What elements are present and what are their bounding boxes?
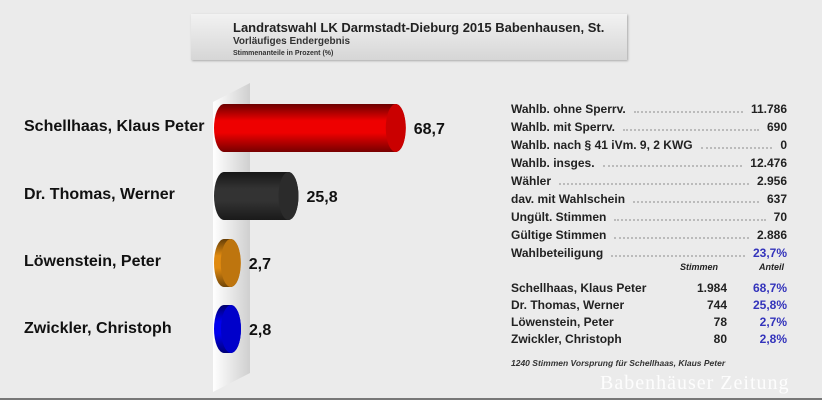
category-label: Schellhaas, Klaus Peter (24, 118, 205, 135)
stat-value: 70 (773, 210, 787, 224)
leader-dots (623, 120, 759, 131)
bar-end-cap (385, 104, 406, 152)
candidate-name: Schellhaas, Klaus Peter (511, 281, 647, 295)
candidate-share: 25,8% (752, 298, 787, 312)
leader-dots (614, 228, 749, 239)
share-header: Anteil (759, 262, 785, 272)
watermark-logo: Babenhäuser Zeitung (600, 372, 790, 394)
stat-row: Wähler 2.956 (511, 174, 787, 191)
candidate-votes: 80 (713, 332, 727, 346)
result-row: Dr. Thomas, Werner 744 25,8% (511, 298, 787, 315)
chart-title: Landratswahl LK Darmstadt-Dieburg 2015 B… (233, 20, 605, 35)
stat-value: 12.476 (750, 156, 787, 170)
stat-row: Wahlb. mit Sperrv. 690 (511, 120, 787, 137)
leader-dots (559, 174, 749, 185)
stat-row: Ungült. Stimmen 70 (511, 210, 787, 227)
leader-dots (633, 102, 743, 113)
stat-label: Wahlbeteiligung (511, 246, 604, 260)
data-label: 2,7 (249, 256, 271, 273)
candidate-share: 68,7% (752, 281, 787, 295)
candidate-share: 2,7% (759, 315, 787, 329)
leader-dots (611, 246, 745, 257)
stat-label: Gültige Stimmen (511, 228, 607, 242)
stat-value: 637 (766, 192, 787, 206)
stat-label: dav. mit Wahlschein (511, 192, 626, 206)
footer-note: 1240 Stimmen Vorsprung für Schellhaas, K… (511, 358, 726, 368)
title-box: Landratswahl LK Darmstadt-Dieburg 2015 B… (191, 14, 627, 60)
stat-label: Wahlb. insges. (511, 156, 595, 170)
candidate-name: Zwickler, Christoph (511, 332, 622, 346)
leader-dots (602, 156, 743, 167)
data-label: 2,8 (249, 322, 271, 339)
stat-label: Wähler (511, 174, 552, 188)
stat-row: Gültige Stimmen 2.886 (511, 228, 787, 245)
category-label: Löwenstein, Peter (24, 253, 161, 270)
votes-header: Stimmen (680, 262, 719, 272)
chart-subtitle: Vorläufiges Endergebnis (233, 36, 351, 47)
category-label: Dr. Thomas, Werner (24, 186, 175, 203)
stat-value: 23,7% (752, 246, 787, 260)
bar (214, 172, 299, 220)
category-label: Zwickler, Christoph (24, 320, 172, 337)
stat-row: Wahlbeteiligung 23,7% (511, 246, 787, 263)
result-row: Zwickler, Christoph 80 2,8% (511, 332, 787, 349)
bar-end-cap (221, 305, 241, 353)
bar (214, 104, 406, 152)
bar-end-cap (278, 172, 299, 220)
leader-dots (633, 192, 759, 203)
chart-note: Stimmenanteile in Prozent (%) (233, 50, 334, 57)
result-row: Schellhaas, Klaus Peter 1.984 68,7% (511, 281, 787, 298)
stat-label: Wahlb. mit Sperrv. (511, 120, 616, 134)
leader-dots (700, 138, 773, 149)
candidate-share: 2,8% (759, 332, 787, 346)
data-label: 68,7 (414, 121, 445, 138)
stat-row: Wahlb. nach § 41 iVm. 9, 2 KWG 0 (511, 138, 787, 155)
leader-dots (614, 210, 766, 221)
stat-row: Wahlb. ohne Sperrv. 11.786 (511, 102, 787, 119)
data-label: 25,8 (307, 189, 338, 206)
candidate-votes: 78 (713, 315, 727, 329)
stat-label: Wahlb. ohne Sperrv. (511, 102, 626, 116)
candidate-votes: 744 (706, 298, 727, 312)
candidate-votes: 1.984 (696, 281, 727, 295)
stat-value: 11.786 (750, 102, 787, 116)
stat-label: Ungült. Stimmen (511, 210, 607, 224)
result-row: Löwenstein, Peter 78 2,7% (511, 315, 787, 332)
stat-value: 2.886 (756, 228, 787, 242)
bar-end-cap (220, 239, 241, 287)
stat-value: 2.956 (756, 174, 787, 188)
candidate-name: Dr. Thomas, Werner (511, 298, 625, 312)
stat-value: 690 (766, 120, 787, 134)
stat-row: Wahlb. insges. 12.476 (511, 156, 787, 173)
candidate-name: Löwenstein, Peter (511, 315, 614, 329)
stat-value: 0 (780, 138, 787, 152)
stat-label: Wahlb. nach § 41 iVm. 9, 2 KWG (511, 138, 693, 152)
stat-row: dav. mit Wahlschein 637 (511, 192, 787, 209)
